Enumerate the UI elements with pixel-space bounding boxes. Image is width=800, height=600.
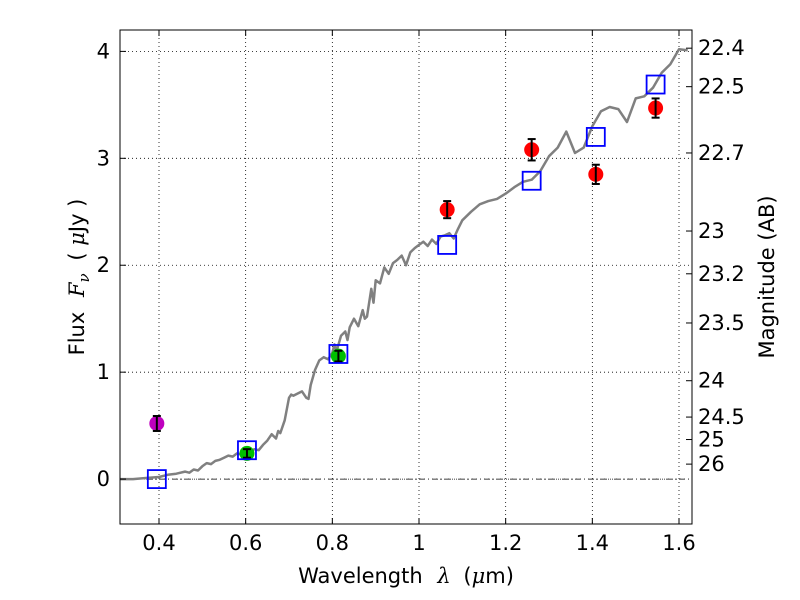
model-spectrum-layer	[120, 47, 688, 481]
model-photometry-marker	[585, 127, 606, 147]
y-tick-label: 4	[97, 39, 110, 63]
data-points-layer	[146, 74, 666, 489]
y2-tick-label: 22.4	[698, 36, 745, 60]
model-photometry-marker	[645, 74, 666, 95]
y2-tick-label: 22.5	[698, 75, 745, 99]
y-tick-label: 3	[97, 146, 110, 170]
x-tick-label: 0.6	[229, 531, 262, 555]
y2-tick-label: 24	[698, 369, 725, 393]
y-tick-label: 1	[97, 360, 110, 384]
y-tick-label: 0	[97, 467, 110, 491]
model-photometry-marker	[328, 344, 349, 364]
y2-tick-label: 23.2	[698, 262, 745, 286]
model-spectrum-line	[120, 47, 688, 481]
grid	[120, 30, 692, 524]
x-tick-label: 0.8	[316, 531, 349, 555]
y2-tick-label: 23	[698, 219, 725, 243]
y-axis-title: Flux Fν ( μJy )	[65, 199, 94, 356]
y2-tick-label: 22.7	[698, 141, 745, 165]
y2-tick-label: 25	[698, 428, 725, 452]
model-photometry-marker	[146, 469, 167, 489]
plot-frame	[119, 29, 693, 525]
x-tick-label: 1	[412, 531, 425, 555]
x-axis-title: Wavelength λ (μm)	[298, 564, 514, 588]
x-tick-label: 1.4	[576, 531, 609, 555]
x-tick-label: 1.2	[489, 531, 522, 555]
model-photometry-marker	[521, 170, 542, 191]
x-tick-label: 1.6	[662, 531, 695, 555]
y-tick-label: 2	[97, 253, 110, 277]
model-photometry-marker	[437, 235, 458, 255]
y2-tick-label: 26	[698, 452, 725, 476]
y2-tick-label: 23.5	[698, 311, 745, 335]
y2-tick-label: 24.5	[698, 405, 745, 429]
x-tick-label: 0.4	[142, 531, 175, 555]
model-photometry-marker	[237, 440, 257, 461]
y2-axis-title: Magnitude (AB)	[755, 195, 779, 358]
